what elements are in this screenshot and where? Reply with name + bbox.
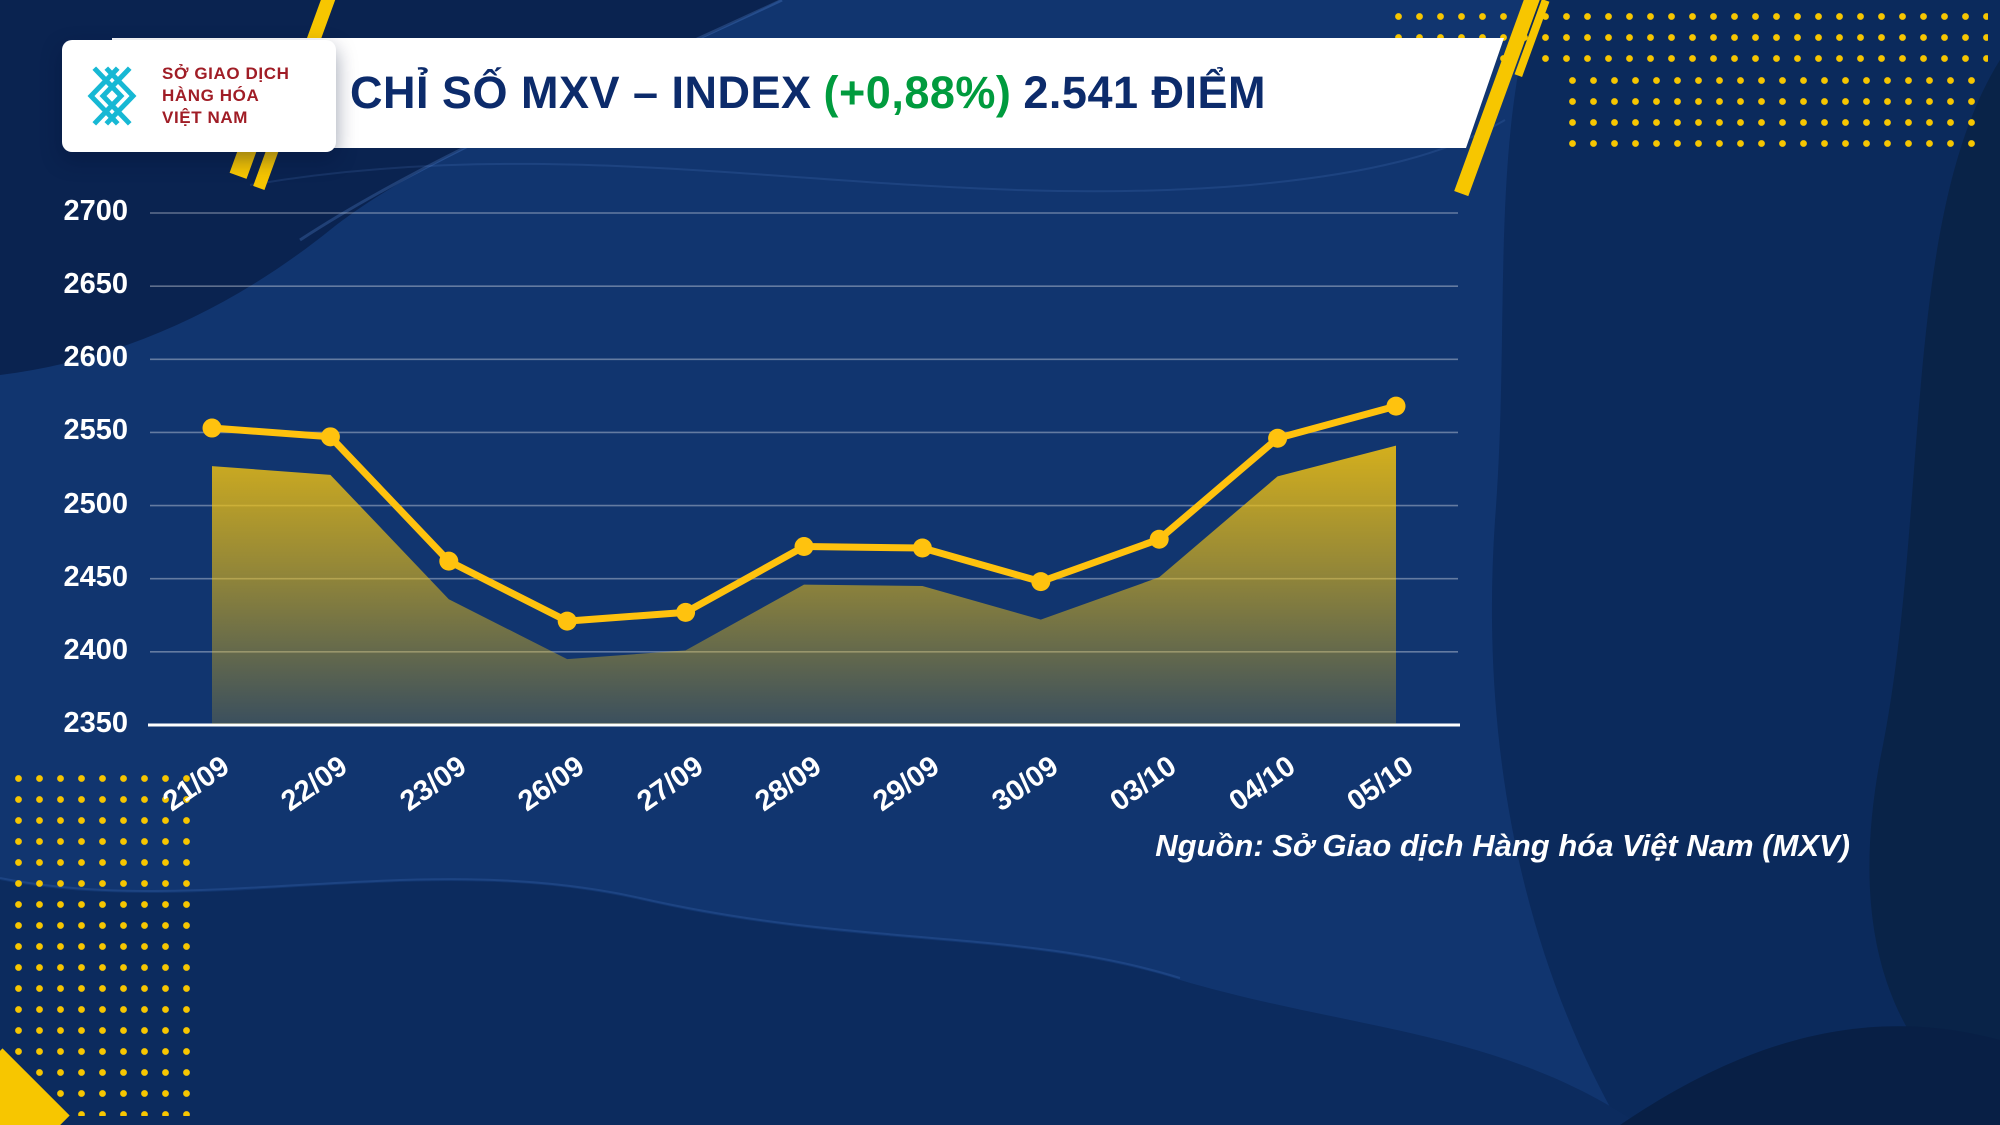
logo-line-2: HÀNG HÓA (162, 85, 260, 105)
page-title: CHỈ SỐ MXV – INDEX (+0,88%) 2.541 ĐIỂM (350, 67, 1266, 119)
dot-pattern-top-right-2 (1562, 70, 1988, 152)
y-axis-label: 2700 (63, 195, 128, 227)
title-prefix: CHỈ SỐ MXV – INDEX (349, 67, 812, 118)
logo-line-1: SỞ GIAO DỊCH (162, 63, 290, 83)
y-axis-label: 2650 (63, 268, 128, 301)
y-axis-label: 2450 (63, 560, 128, 593)
header-banner: CHỈ SỐ MXV – INDEX (+0,88%) 2.541 ĐIỂM (112, 38, 1504, 148)
title-index-value: 2.541 ĐIỂM (1023, 67, 1267, 118)
source-note: Nguồn: Sở Giao dịch Hàng hóa Việt Nam (M… (1155, 828, 1850, 863)
y-axis-label: 2400 (63, 633, 128, 666)
y-axis-label: 2500 (63, 487, 128, 520)
mxv-logo-icon (87, 66, 137, 126)
mxv-logo-text: SỞ GIAO DỊCH HÀNG HÓA VIỆT NAM (162, 63, 290, 129)
dot-pattern-bottom-left (8, 768, 194, 1116)
logo-line-3: VIỆT NAM (162, 108, 249, 128)
y-axis-label: 2550 (63, 414, 128, 447)
y-axis-label: 2600 (63, 341, 128, 374)
title-change-percent: (+0,88%) (823, 67, 1012, 118)
y-axis-label: 2350 (63, 707, 128, 739)
mxv-logo-card: SỞ GIAO DỊCH HÀNG HÓA VIỆT NAM (62, 40, 336, 152)
